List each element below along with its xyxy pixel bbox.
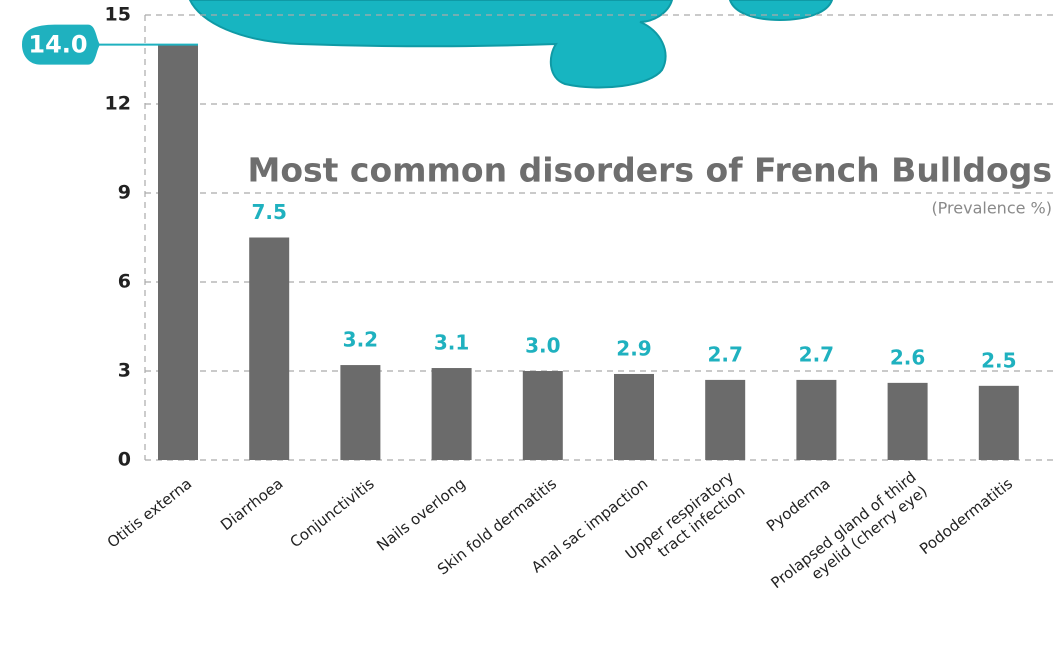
x-tick-label: Nails overlong	[373, 475, 469, 555]
x-tick-label-line: Prolapsed gland of third	[767, 467, 919, 591]
y-tick-label: 6	[118, 271, 131, 293]
value-label: 14.0	[28, 31, 87, 59]
bar	[979, 386, 1019, 460]
chart: Most common disorders of French Bulldogs…	[0, 0, 1057, 670]
chart-title: Most common disorders of French Bulldogs	[248, 151, 1052, 190]
y-tick-label: 15	[105, 4, 131, 26]
decor-blob	[730, 0, 832, 20]
bar	[249, 238, 289, 461]
x-tick-label: Conjunctivitis	[287, 474, 378, 551]
bar	[158, 45, 198, 460]
value-label: 2.7	[707, 342, 742, 366]
value-label: 2.5	[981, 348, 1016, 372]
value-label: 7.5	[251, 200, 286, 224]
bar	[888, 383, 928, 460]
bar	[796, 380, 836, 460]
value-label: 2.6	[890, 345, 925, 369]
value-label: 2.9	[616, 336, 651, 360]
x-tick-label: Otitis externa	[104, 475, 195, 552]
bar	[523, 371, 563, 460]
x-tick-label: Diarrhoea	[217, 475, 286, 535]
value-label: 3.1	[434, 331, 469, 355]
y-tick-label: 0	[118, 449, 131, 471]
value-label: 2.7	[799, 342, 834, 366]
y-tick-label: 9	[118, 182, 131, 204]
y-tick-label: 12	[105, 93, 131, 115]
x-tick-label: Prolapsed gland of thirdeyelid (cherry e…	[767, 467, 930, 606]
bar	[705, 380, 745, 460]
x-tick-label: Pyoderma	[763, 475, 834, 536]
bar	[340, 365, 380, 460]
value-label: 3.2	[343, 328, 378, 352]
value-label: 3.0	[525, 334, 560, 358]
x-tick-label: Pododermatitis	[916, 474, 1016, 558]
y-tick-label: 3	[118, 360, 131, 382]
bar	[432, 368, 472, 460]
chart-subtitle: (Prevalence %)	[931, 199, 1052, 218]
bar	[614, 374, 654, 460]
decor-blob	[190, 0, 672, 88]
